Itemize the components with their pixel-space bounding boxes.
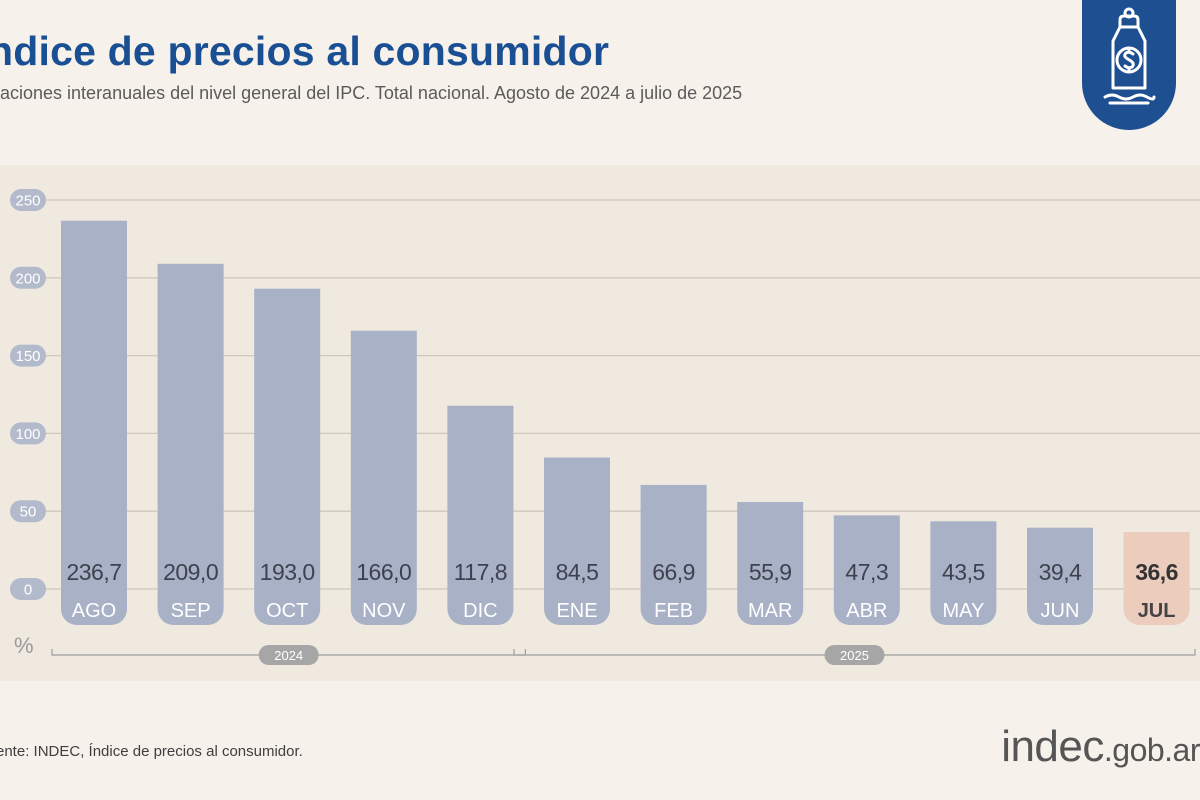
data-label: 84,5 — [556, 559, 599, 585]
category-pill — [833, 575, 900, 625]
data-label: 55,9 — [749, 559, 792, 585]
bar — [737, 502, 804, 589]
data-label: 39,4 — [1039, 559, 1082, 585]
data-label: 236,7 — [66, 559, 121, 585]
category-pill — [61, 575, 127, 625]
y-axis-unit: % — [14, 633, 34, 658]
data-label: 166,0 — [356, 559, 411, 585]
indec-logo[interactable]: indec.gob.ar — [1001, 722, 1200, 772]
category-label: NOV — [362, 600, 406, 622]
year-label: 2025 — [840, 648, 869, 663]
year-pill — [258, 645, 319, 665]
category-pill — [350, 575, 417, 625]
bar-chart: 0 50 100 150 200 250% AGO 236,7 SEP 209,0 OCT 193,0… — [10, 189, 1200, 665]
year-label: 2024 — [274, 648, 303, 663]
category-label: ABR — [846, 600, 887, 622]
category-label: AGO — [72, 600, 116, 622]
category-pill — [544, 575, 610, 625]
bar — [640, 484, 707, 589]
category-pill — [1027, 575, 1093, 625]
bar — [350, 330, 417, 589]
category-pill — [157, 575, 224, 625]
y-tick-pill — [10, 500, 46, 523]
category-pill — [254, 575, 321, 625]
category-label: MAR — [748, 600, 792, 622]
y-tick-pill — [10, 189, 46, 211]
y-tick-pill — [10, 578, 46, 600]
category-label: JUL — [1138, 600, 1176, 622]
bar — [61, 220, 127, 589]
data-label: 43,5 — [942, 559, 985, 585]
category-label: SEP — [171, 600, 211, 622]
category-label: FEB — [654, 600, 693, 622]
price-tag-badge — [1082, 0, 1176, 130]
category-label: ENE — [556, 600, 597, 622]
bar — [157, 263, 224, 589]
category-label: JUN — [1041, 600, 1080, 622]
category-label: MAY — [942, 600, 984, 622]
data-label: 193,0 — [260, 559, 315, 585]
y-tick-pill — [10, 266, 46, 289]
y-tick-pill — [10, 344, 46, 367]
y-tick-label: 50 — [20, 504, 37, 521]
bar — [544, 457, 610, 589]
y-tick-label: 150 — [15, 348, 40, 365]
logo-main-text: indec — [1001, 722, 1104, 771]
data-label: 47,3 — [845, 559, 888, 585]
bar — [254, 288, 321, 589]
category-pill — [447, 575, 514, 625]
y-tick-label: 0 — [24, 582, 32, 599]
y-tick-label: 200 — [15, 270, 40, 287]
data-label: 36,6 — [1135, 559, 1178, 585]
y-tick-label: 250 — [15, 193, 40, 210]
y-tick-label: 100 — [15, 426, 40, 443]
price-tag-dollar-icon — [1103, 7, 1156, 105]
y-tick-pill — [10, 422, 46, 445]
data-label: 117,8 — [454, 559, 507, 585]
data-label: 209,0 — [163, 559, 218, 585]
category-pill — [737, 575, 804, 625]
chart-subtitle: iaciones interanuales del nivel general … — [0, 83, 743, 103]
bar — [447, 405, 514, 589]
chart-title: ndice de precios al consumidor — [0, 28, 610, 74]
category-pill — [930, 575, 997, 625]
category-pill — [1123, 575, 1190, 625]
data-label: 66,9 — [652, 559, 695, 585]
category-label: OCT — [266, 600, 308, 622]
logo-domain-text: .gob.ar — [1103, 732, 1200, 768]
category-label: DIC — [463, 600, 497, 622]
source-note: ente: INDEC, Índice de precios al consum… — [0, 743, 303, 760]
year-pill — [824, 645, 885, 665]
category-pill — [640, 575, 707, 625]
